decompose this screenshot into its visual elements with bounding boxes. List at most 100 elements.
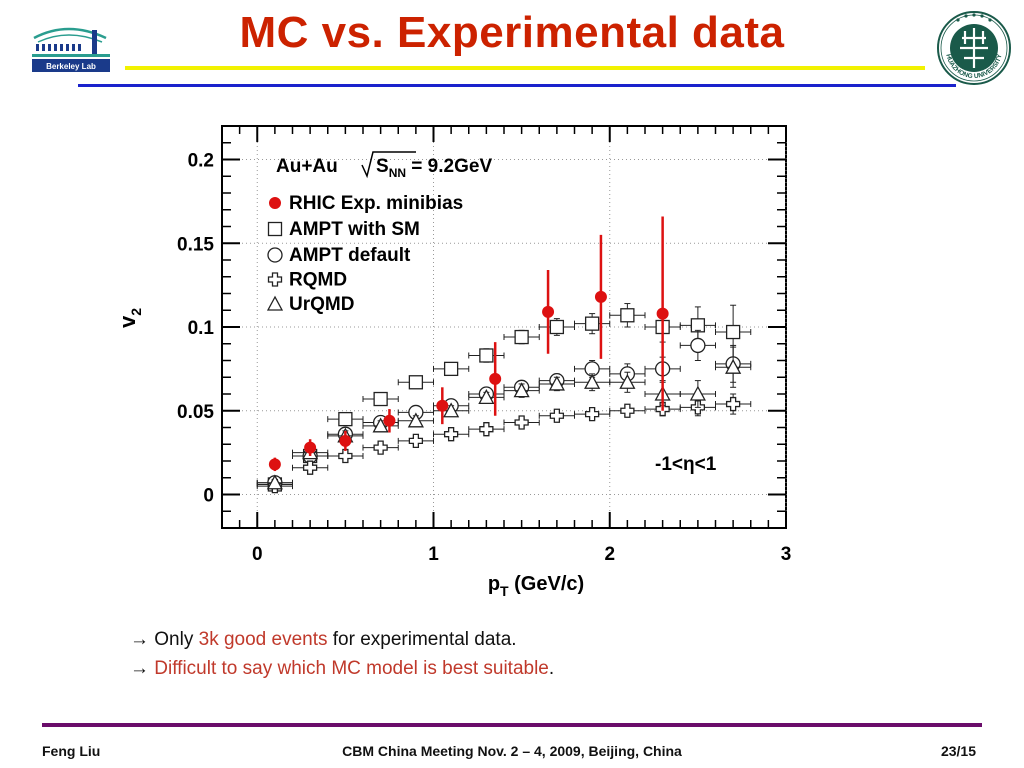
data-point <box>436 399 449 412</box>
data-point <box>268 458 281 471</box>
legend-marker <box>269 197 281 209</box>
berkeley-logo-text: Berkeley Lab <box>46 62 96 71</box>
y-axis-label-sub: 2 <box>128 308 144 316</box>
annotation-sqrt-sub: NN <box>389 166 406 180</box>
data-point <box>408 375 424 390</box>
data-point <box>443 427 459 442</box>
annotation-energy: = 9.2GeV <box>406 156 492 177</box>
y-axis-label-main: v <box>115 315 140 328</box>
legend-entry: AMPT default <box>267 245 411 266</box>
data-point <box>549 408 565 423</box>
data-point <box>548 375 565 391</box>
data-point <box>584 406 600 422</box>
data-point <box>549 319 565 335</box>
y-tick-label: 0.15 <box>177 234 214 255</box>
legend-label: AMPT with SM <box>289 219 420 240</box>
data-point <box>620 308 635 323</box>
data-point <box>443 402 460 418</box>
x-axis-label-unit: (GeV/c) <box>509 573 585 595</box>
data-point <box>478 388 495 405</box>
header-divider-blue <box>78 84 956 87</box>
y-tick-label: 0.2 <box>188 151 214 172</box>
berkeley-lab-logo: Berkeley Lab <box>28 16 114 74</box>
data-point <box>372 417 389 433</box>
footer-divider <box>42 723 982 727</box>
seal-graphic: HUAZHONG UNIVERSITY <box>937 11 1011 85</box>
annotation-sqrt-s: S <box>376 156 389 177</box>
data-point <box>479 348 494 363</box>
legend-marker <box>266 295 284 311</box>
legend-marker <box>267 272 283 287</box>
legend-label: UrQMD <box>289 294 354 315</box>
data-point <box>266 474 283 490</box>
annotation-sqrt: SNN = 9.2GeV <box>376 156 492 180</box>
legend-entry: UrQMD <box>266 294 354 315</box>
legend-label: RHIC Exp. minibias <box>289 193 463 214</box>
annotation-system: Au+Au <box>276 156 338 177</box>
sqrt-symbol <box>361 151 416 179</box>
x-axis-label-sub: T <box>500 583 509 599</box>
legend-entry: RQMD <box>267 270 347 291</box>
data-point <box>339 434 352 447</box>
footer-author: Feng Liu <box>42 743 101 759</box>
data-point <box>542 305 555 318</box>
bullet-1-highlight: 3k good events <box>198 629 328 650</box>
bullet-2-text-post: . <box>548 658 555 679</box>
legend-label: AMPT default <box>289 245 411 266</box>
x-axis-label-main: p <box>488 573 500 595</box>
bullet-list: → Only 3k good events for experimental d… <box>130 625 554 683</box>
legend-marker <box>267 221 283 237</box>
energy-annotation: Au+Au SNN = 9.2GeV <box>276 151 492 180</box>
data-point <box>619 373 636 389</box>
data-point <box>594 290 607 303</box>
data-point <box>443 361 459 377</box>
data-point <box>514 329 529 345</box>
x-tick-label: 3 <box>781 544 792 565</box>
data-point <box>383 414 396 427</box>
x-axis-label: pT (GeV/c) <box>488 573 584 599</box>
data-point <box>408 433 424 449</box>
data-point <box>479 422 494 437</box>
bullet-item-1: → Only 3k good events for experimental d… <box>130 625 554 654</box>
legend-entry: AMPT with SM <box>267 219 420 240</box>
x-tick-label: 2 <box>604 544 615 565</box>
huazhong-university-seal: HUAZHONG UNIVERSITY <box>936 10 1012 86</box>
data-point <box>656 307 669 320</box>
legend-marker <box>267 247 283 263</box>
bullet-1-text-pre: Only <box>149 629 199 650</box>
slide-title: MC vs. Experimental data <box>239 8 785 57</box>
data-point <box>514 415 529 430</box>
data-point <box>620 403 635 418</box>
bullet-item-2: → Difficult to say which MC model is bes… <box>130 654 554 683</box>
x-tick-label: 1 <box>428 544 439 565</box>
data-point <box>513 382 530 398</box>
data-point <box>302 460 318 475</box>
data-point <box>725 358 742 374</box>
data-point <box>690 337 706 354</box>
data-point <box>725 324 741 340</box>
data-point <box>338 411 353 427</box>
bullet-1-text-post: for experimental data. <box>327 629 517 650</box>
data-point <box>304 441 317 454</box>
y-tick-label: 0 <box>203 486 214 507</box>
berkeley-logo-graphic: Berkeley Lab <box>32 27 110 72</box>
data-point <box>407 412 424 428</box>
eta-annotation: -1<η<1 <box>655 454 717 475</box>
data-marks <box>256 216 752 494</box>
arrow-icon: → <box>130 658 149 679</box>
title-underline-yellow <box>125 66 925 70</box>
y-tick-label: 0.1 <box>188 318 215 339</box>
data-point <box>338 448 353 464</box>
tick-labels: 0 1 2 3 0 0.05 0.1 0.15 0.2 <box>177 151 791 566</box>
y-tick-label: 0.05 <box>177 402 214 423</box>
footer-page-number: 23/15 <box>940 743 976 759</box>
legend-entry: RHIC Exp. minibias <box>269 193 463 214</box>
arrow-icon: → <box>130 629 149 650</box>
data-point <box>489 372 502 385</box>
data-point <box>584 316 600 331</box>
axis-ticks <box>221 125 787 529</box>
bullet-2-highlight: Difficult to say which MC model is best … <box>154 658 549 679</box>
footer-meeting: CBM China Meeting Nov. 2 – 4, 2009, Beij… <box>342 743 682 759</box>
y-axis-label: v2 <box>115 308 144 328</box>
